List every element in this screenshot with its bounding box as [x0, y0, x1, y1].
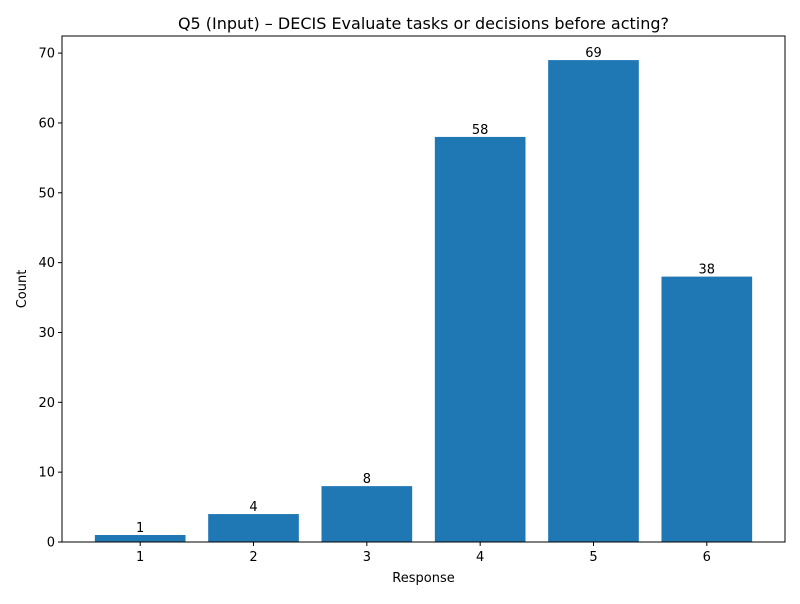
y-tick-label: 50	[38, 186, 55, 201]
bar-value-label: 58	[472, 123, 489, 138]
bars	[94, 60, 753, 542]
y-tick-label: 20	[38, 396, 55, 411]
y-tick-label: 10	[38, 466, 55, 481]
plot-frame	[61, 35, 786, 543]
y-axis-label: Count	[15, 270, 30, 309]
y-tick-label: 0	[47, 536, 55, 551]
bar	[321, 486, 413, 542]
x-tick-label: 6	[703, 550, 711, 565]
y-axis: 0 10 20 30 40 50 60 70	[38, 47, 62, 551]
bar-value-label: 38	[699, 263, 716, 278]
bar-value-label: 69	[585, 46, 602, 61]
x-tick-label: 4	[476, 550, 484, 565]
x-tick-label: 3	[363, 550, 371, 565]
y-tick-label: 30	[38, 326, 55, 341]
bar-value-label: 4	[249, 500, 257, 515]
data-labels: 1 4 8 58 69 38	[136, 46, 715, 536]
chart-title: Q5 (Input) – DECIS Evaluate tasks or dec…	[178, 14, 669, 33]
bar	[548, 60, 639, 542]
x-tick-label: 5	[589, 550, 597, 565]
bar-value-label: 1	[136, 521, 144, 536]
bar-value-label: 8	[363, 472, 371, 487]
x-tick-label: 2	[249, 550, 257, 565]
y-tick-label: 40	[38, 256, 55, 271]
y-tick-label: 70	[38, 47, 55, 62]
bar	[208, 514, 299, 542]
bar	[661, 276, 753, 542]
y-tick-label: 60	[38, 116, 55, 131]
x-axis-label: Response	[392, 571, 454, 586]
bar	[434, 136, 526, 542]
bar	[94, 535, 186, 542]
x-tick-label: 1	[136, 550, 144, 565]
x-axis: 1 2 3 4 5 6	[136, 542, 711, 565]
